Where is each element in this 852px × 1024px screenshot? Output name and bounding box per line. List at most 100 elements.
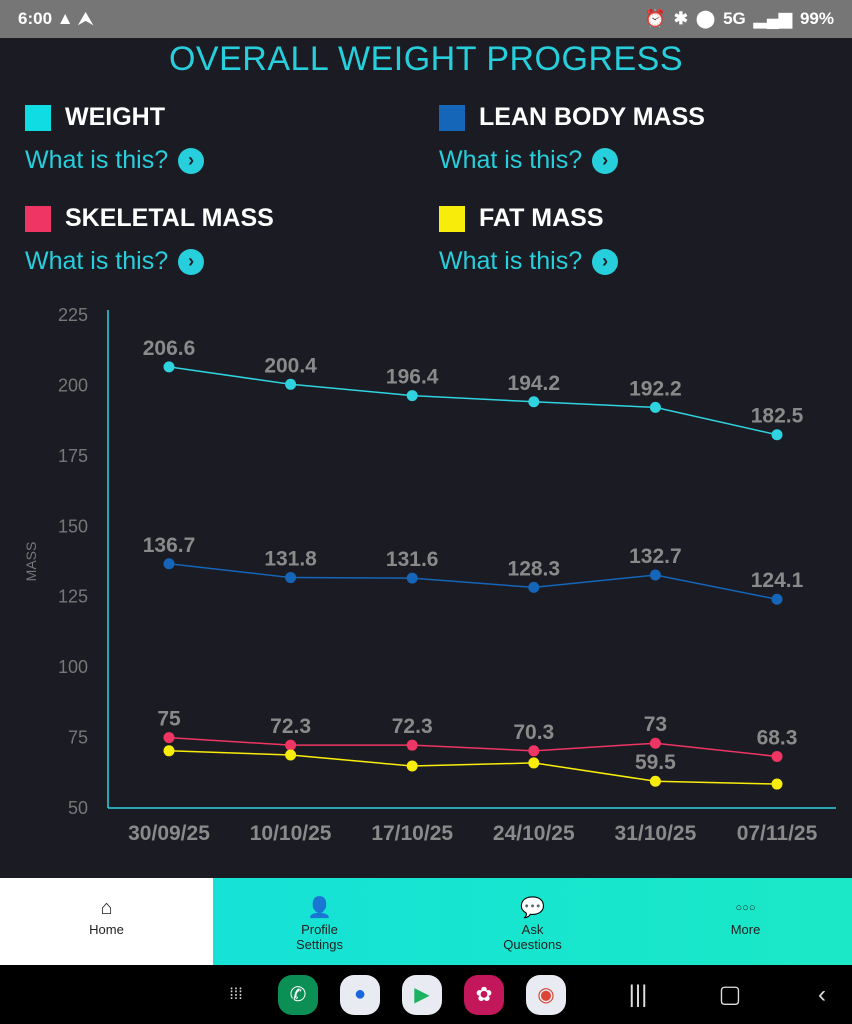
person-icon: 👤: [307, 897, 332, 919]
link-text[interactable]: What is this?: [439, 247, 583, 275]
data-label: 68.3: [757, 726, 798, 749]
battery-label: 99%: [799, 9, 834, 28]
data-point: [528, 745, 540, 757]
fat-swatch: [439, 205, 465, 232]
play-store-icon[interactable]: ▶: [402, 974, 442, 1015]
chevron-right-icon[interactable]: ›: [592, 248, 619, 275]
y-tick-label: 125: [58, 587, 88, 607]
link-text[interactable]: What is this?: [25, 146, 169, 174]
chat-icon: 💬: [520, 897, 545, 919]
nav-label: Profile Settings: [296, 922, 343, 952]
nav-label: More: [730, 922, 761, 937]
location-icon: ⬤: [696, 9, 716, 28]
data-point: [649, 569, 661, 581]
y-tick-label: 100: [58, 657, 88, 677]
nav-ask-questions[interactable]: 💬 Ask Questions: [426, 878, 639, 965]
data-label: 59.5: [635, 751, 676, 774]
data-point: [528, 581, 540, 593]
series-line: [168, 750, 778, 785]
data-label: 128.3: [508, 557, 561, 580]
data-point: [406, 572, 418, 584]
data-point: [285, 739, 297, 751]
legend-label: FAT MASS: [479, 204, 604, 232]
data-point: [285, 378, 297, 390]
bluetooth-icon: ✱: [673, 9, 689, 28]
nav-profile-settings[interactable]: 👤 Profile Settings: [213, 878, 426, 965]
data-label: 75: [157, 708, 181, 731]
legend-label: LEAN BODY MASS: [479, 103, 705, 131]
y-tick-label: 175: [58, 446, 88, 466]
series-line: [168, 736, 778, 758]
data-point: [771, 778, 783, 790]
link-text[interactable]: What is this?: [25, 247, 169, 275]
network-label: 5G: [723, 9, 746, 28]
data-label: 196.4: [386, 366, 439, 389]
legend-weight: WEIGHT What is this? ›: [25, 103, 425, 175]
gallery-app-icon[interactable]: ✿: [464, 974, 504, 1015]
nav-label: Home: [89, 922, 124, 937]
data-label: 124.1: [751, 569, 804, 592]
back-icon[interactable]: ‹: [818, 980, 826, 1008]
x-tick-label: 17/10/25: [371, 822, 453, 845]
data-label: 72.3: [392, 715, 433, 738]
app-drawer-icon[interactable]: ⁞⁞⁞: [229, 985, 243, 1003]
legend-lean-body-mass: LEAN BODY MASS What is this? ›: [439, 103, 839, 175]
what-is-this-link[interactable]: What is this? ›: [439, 146, 839, 175]
legend-label: SKELETAL MASS: [65, 204, 274, 232]
y-tick-label: 50: [68, 798, 88, 818]
data-label: 132.7: [629, 545, 682, 568]
nav-more[interactable]: ○○○ More: [639, 878, 852, 965]
home-button-icon[interactable]: ▢: [718, 981, 742, 1008]
chrome-icon[interactable]: ◉: [526, 974, 566, 1015]
series-line: [168, 563, 778, 600]
data-point: [163, 558, 175, 570]
system-nav-bar: ⁞⁞⁞ ✆ ● ▶ ✿ ◉ ||| ▢ ‹: [0, 965, 852, 1024]
chevron-right-icon[interactable]: ›: [178, 147, 205, 174]
status-bar: 6:00 ▲ ⮝ ⏰ ✱ ⬤ 5G ▂▄▆ 99%: [0, 0, 852, 38]
nav-label: Ask Questions: [503, 922, 562, 952]
lean-swatch: [439, 104, 465, 131]
x-tick-label: 24/10/25: [493, 822, 575, 845]
link-text[interactable]: What is this?: [439, 146, 583, 174]
data-point: [771, 593, 783, 605]
what-is-this-link[interactable]: What is this? ›: [25, 146, 425, 175]
y-tick-label: 150: [58, 516, 88, 536]
nav-home[interactable]: ⌂ Home: [0, 878, 213, 965]
data-point: [163, 745, 175, 757]
data-point: [649, 775, 661, 787]
y-tick-label: 75: [68, 728, 88, 748]
data-point: [528, 396, 540, 408]
legend-skeletal-mass: SKELETAL MASS What is this? ›: [25, 204, 425, 276]
data-point: [285, 572, 297, 584]
data-label: 70.3: [513, 721, 554, 744]
data-point: [649, 401, 661, 413]
skeletal-swatch: [25, 205, 51, 232]
data-point: [406, 760, 418, 772]
what-is-this-link[interactable]: What is this? ›: [439, 247, 839, 276]
chevron-right-icon[interactable]: ›: [178, 248, 205, 275]
data-label: 136.7: [143, 534, 196, 557]
alarm-icon: ⏰: [644, 9, 666, 28]
data-label: 131.6: [386, 548, 439, 571]
legend-label: WEIGHT: [65, 103, 165, 131]
x-tick-label: 30/09/25: [128, 822, 210, 845]
x-tick-label: 31/10/25: [615, 822, 697, 845]
data-point: [163, 732, 175, 744]
page-title: OVERALL WEIGHT PROGRESS: [168, 40, 684, 78]
data-label: 200.4: [264, 354, 317, 377]
chevron-right-icon[interactable]: ›: [592, 147, 619, 174]
signal-icon: ▂▄▆: [753, 9, 792, 28]
navigation-icon: ▲ ⮝: [56, 9, 93, 28]
data-point: [406, 739, 418, 751]
recents-icon[interactable]: |||: [628, 980, 648, 1008]
data-point: [285, 749, 297, 761]
data-label: 72.3: [270, 715, 311, 738]
phone-app-icon[interactable]: ✆: [278, 974, 318, 1015]
x-tick-label: 07/11/25: [737, 822, 818, 845]
data-point: [163, 361, 175, 373]
y-axis-label: MASS: [23, 542, 39, 582]
what-is-this-link[interactable]: What is this? ›: [25, 247, 425, 276]
data-label: 131.8: [264, 548, 317, 571]
series-line: [168, 366, 778, 436]
messages-app-icon[interactable]: ●: [340, 974, 380, 1015]
